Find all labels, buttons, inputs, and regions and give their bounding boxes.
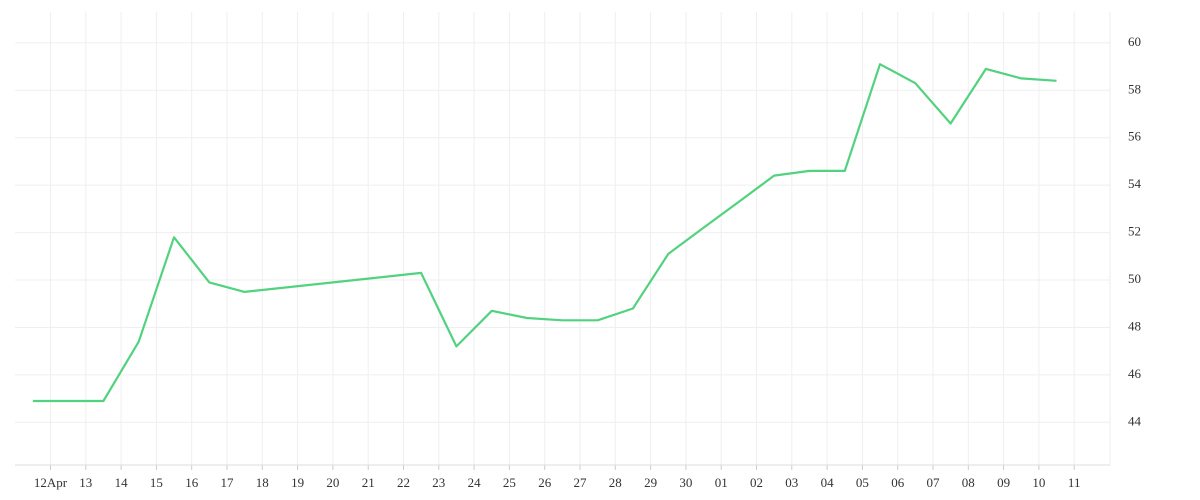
x-tick-label: 04 <box>821 475 835 490</box>
y-tick-label: 56 <box>1128 129 1142 144</box>
x-tick-label: 05 <box>856 475 869 490</box>
y-tick-label: 48 <box>1128 318 1141 333</box>
x-tick-label: 17 <box>221 475 235 490</box>
y-tick-label: 50 <box>1128 271 1141 286</box>
y-tick-label: 46 <box>1128 366 1142 381</box>
x-tick-label: 20 <box>326 475 339 490</box>
x-tick-label: 27 <box>574 475 588 490</box>
x-tick-label: 06 <box>891 475 905 490</box>
x-tick-label: 09 <box>997 475 1010 490</box>
line <box>32 63 1057 403</box>
x-tick-label: 24 <box>468 475 482 490</box>
x-tick-label: 03 <box>785 475 798 490</box>
x-tick-label: 19 <box>291 475 304 490</box>
x-tick-label: 15 <box>150 475 163 490</box>
x-tick-label: 08 <box>962 475 975 490</box>
x-tick-label: 11 <box>1068 475 1081 490</box>
x-tick-label: 28 <box>609 475 622 490</box>
y-tick-label: 52 <box>1128 224 1141 239</box>
x-tick-label: 26 <box>538 475 552 490</box>
x-tick-label: 02 <box>750 475 763 490</box>
x-tick-label: 16 <box>185 475 199 490</box>
x-tick-label: 22 <box>397 475 410 490</box>
x-tick-label: 13 <box>79 475 92 490</box>
x-tick-label: 23 <box>432 475 445 490</box>
x-tick-label: 14 <box>115 475 129 490</box>
x-tick-label: 30 <box>679 475 692 490</box>
x-tick-label: 07 <box>927 475 941 490</box>
y-tick-label: 54 <box>1128 176 1142 191</box>
x-tick-label: 18 <box>256 475 269 490</box>
x-tick-label: 10 <box>1032 475 1045 490</box>
y-tick-label: 58 <box>1128 81 1141 96</box>
x-tick-label: 12Apr <box>34 475 68 490</box>
x-tick-label: 25 <box>503 475 516 490</box>
x-tick-label: 01 <box>715 475 728 490</box>
y-tick-label: 60 <box>1128 34 1141 49</box>
x-tick-label: 29 <box>644 475 657 490</box>
x-tick-label: 21 <box>362 475 375 490</box>
y-tick-label: 44 <box>1128 413 1142 428</box>
